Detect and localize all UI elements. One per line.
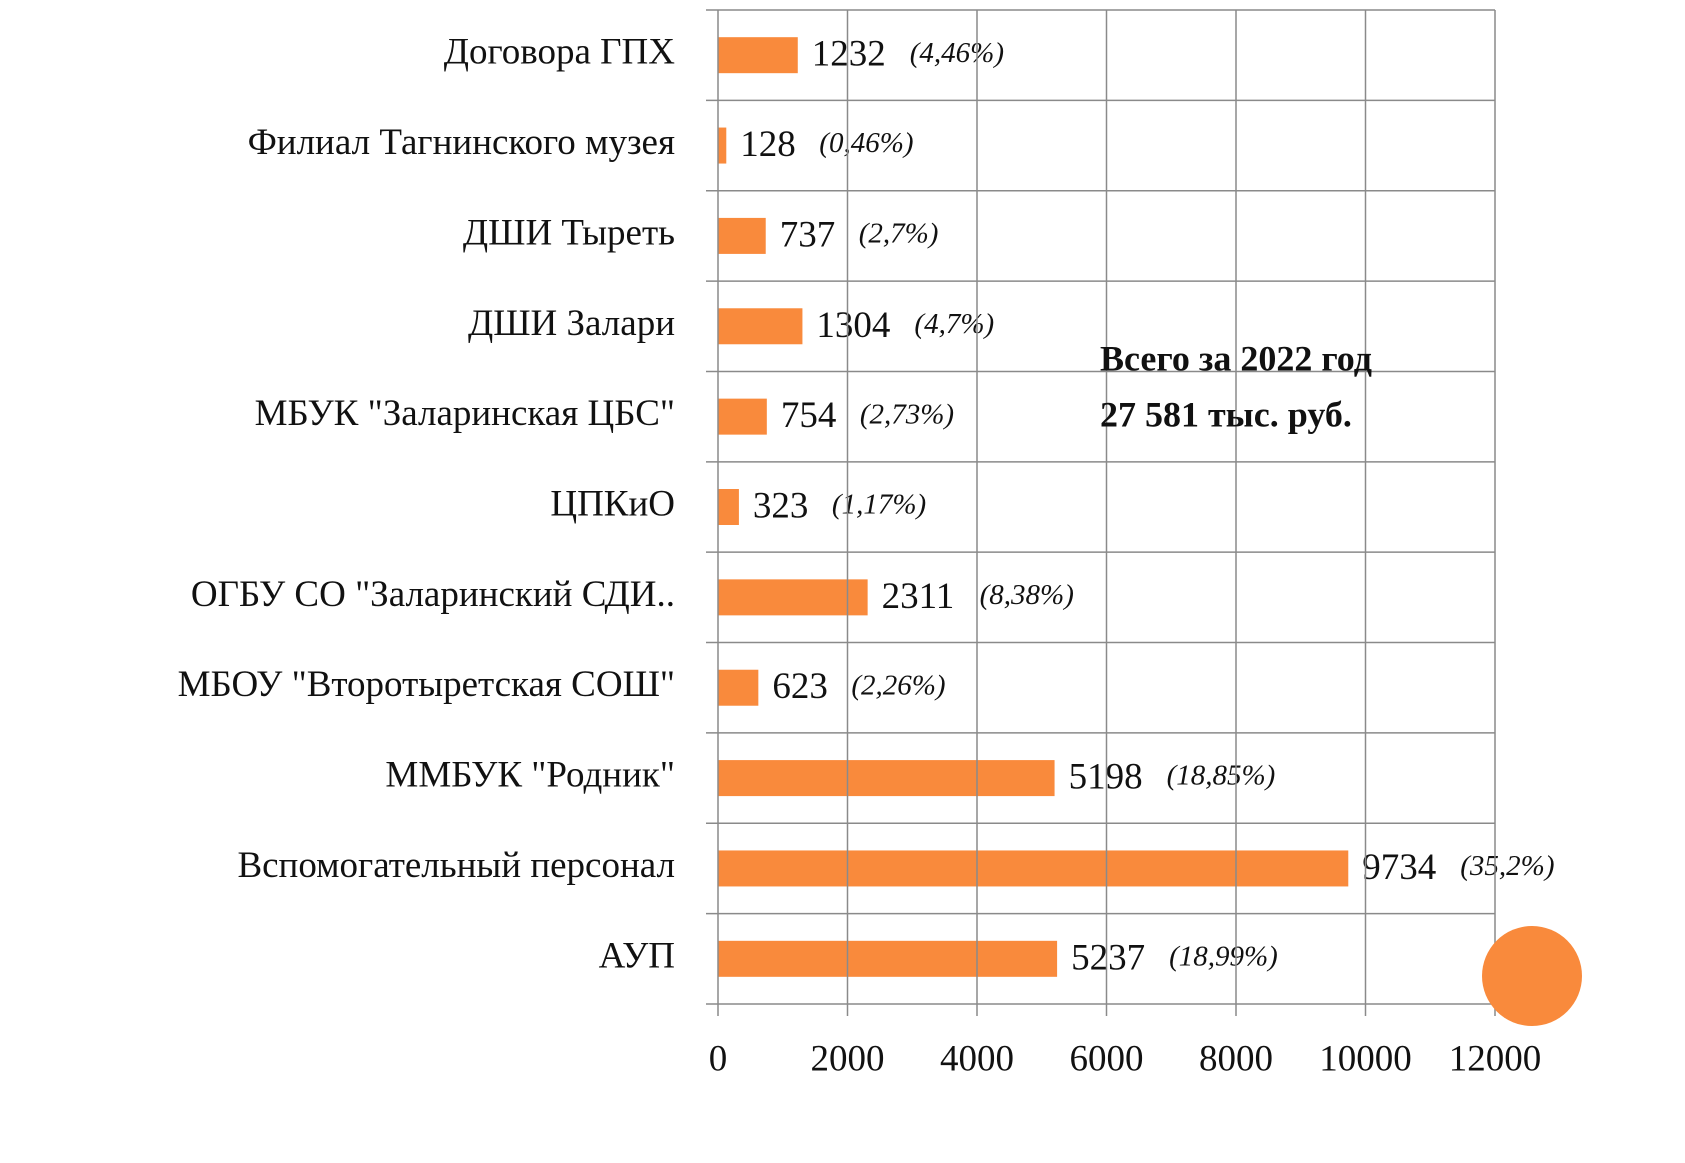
bar	[718, 217, 766, 254]
y-tick-label: ДШИ Залари	[468, 303, 675, 344]
data-label: 128	[740, 124, 796, 165]
data-label: 1304	[816, 305, 890, 346]
y-tick-label: Договора ГПХ	[444, 32, 675, 73]
share-label: (2,7%)	[859, 218, 939, 250]
share-label: (4,7%)	[914, 308, 994, 340]
bar	[718, 308, 803, 345]
share-label: (8,38%)	[980, 579, 1074, 611]
bar	[718, 850, 1349, 887]
data-label: 623	[772, 666, 828, 707]
share-label: (18,85%)	[1167, 760, 1276, 792]
share-label: (2,73%)	[860, 398, 954, 430]
x-tick-label: 4000	[940, 1038, 1014, 1079]
data-label: 323	[753, 485, 809, 526]
bar	[718, 760, 1055, 797]
bar	[718, 37, 798, 74]
share-label: (18,99%)	[1169, 940, 1278, 972]
x-tick-label: 6000	[1070, 1038, 1144, 1079]
x-tick-label: 8000	[1199, 1038, 1273, 1079]
data-label: 737	[780, 214, 836, 255]
annotation: 27 581 тыс. руб.	[1100, 394, 1352, 434]
data-label: 2311	[882, 576, 955, 617]
y-tick-label: МБУК "Заларинская ЦБС"	[255, 393, 675, 434]
share-label: (0,46%)	[819, 127, 913, 159]
share-label: (1,17%)	[832, 489, 926, 521]
share-label: (4,46%)	[910, 37, 1004, 69]
x-tick-label: 12000	[1449, 1038, 1542, 1079]
y-tick-label: ДШИ Тыреть	[463, 212, 675, 253]
data-label: 1232	[812, 34, 886, 75]
bar	[718, 579, 868, 616]
y-tick-label: ОГБУ СО "Заларинский СДИ..	[191, 574, 675, 615]
y-tick-label: МБОУ "Второтыретская СОШ"	[178, 664, 675, 705]
bar	[718, 940, 1058, 977]
bar	[718, 398, 767, 435]
y-tick-label: ММБУК "Родник"	[385, 755, 675, 796]
share-label: (35,2%)	[1460, 850, 1554, 882]
x-tick-label: 0	[709, 1038, 728, 1079]
x-tick-label: 2000	[811, 1038, 885, 1079]
data-label: 754	[781, 395, 837, 436]
bar	[718, 489, 739, 525]
data-label: 5198	[1069, 757, 1143, 798]
decoration	[1482, 926, 1582, 1026]
y-tick-label: Вспомогательный персонал	[237, 845, 675, 886]
y-tick-label: Филиал Тагнинского музея	[248, 122, 675, 163]
y-tick-label: ЦПКиО	[550, 483, 675, 524]
bar	[718, 127, 727, 164]
data-label: 5237	[1071, 937, 1145, 978]
y-tick-label: АУП	[599, 935, 675, 976]
x-tick-label: 10000	[1319, 1038, 1412, 1079]
bar	[718, 669, 759, 706]
data-label: 9734	[1362, 847, 1436, 888]
annotation: Всего за 2022 год	[1100, 338, 1372, 378]
share-label: (2,26%)	[851, 669, 945, 701]
